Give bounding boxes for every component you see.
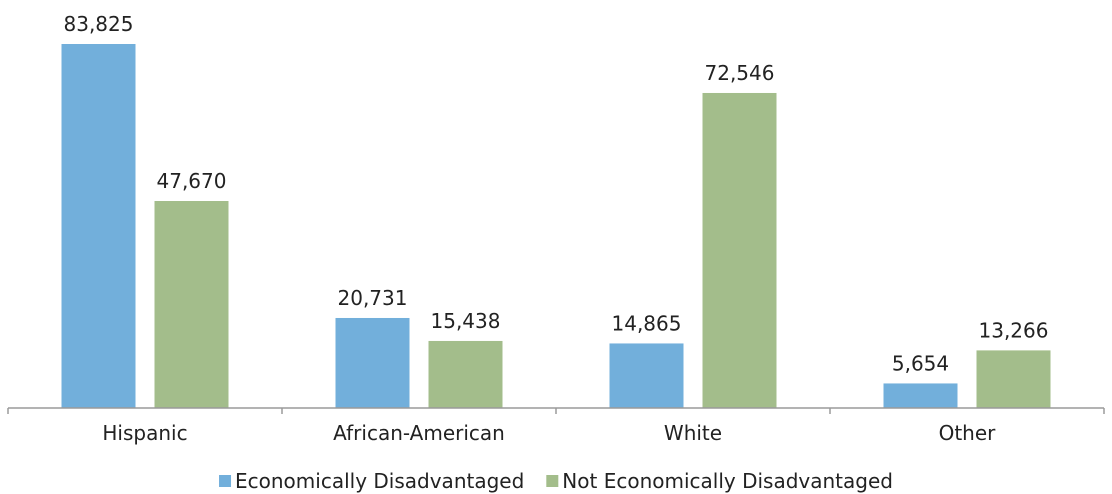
legend-label: Economically Disadvantaged [235, 469, 524, 493]
data-label: 47,670 [157, 169, 227, 193]
x-axis-tick-labels: Hispanic African-American White Other [102, 421, 996, 445]
data-label: 20,731 [338, 286, 408, 310]
x-axis-ticks [7, 408, 1105, 414]
data-label: 15,438 [431, 309, 501, 333]
data-label: 83,825 [64, 12, 134, 36]
data-label: 13,266 [979, 318, 1049, 342]
x-tick-label: Other [939, 421, 997, 445]
bar-not-econ-disadvantaged-white [702, 92, 777, 408]
bars-layer [61, 44, 1051, 408]
x-tick-label: Hispanic [102, 421, 187, 445]
x-axis: Hispanic African-American White Other [7, 407, 1105, 445]
legend-swatch [219, 475, 232, 487]
data-label: 72,546 [705, 61, 775, 85]
x-tick-label: White [664, 421, 722, 445]
data-label: 5,654 [892, 351, 949, 375]
bar-not-econ-disadvantaged-hispanic [154, 200, 229, 408]
bar-econ-disadvantaged-african-american [335, 317, 410, 408]
bar-econ-disadvantaged-hispanic [61, 44, 136, 408]
bar-not-econ-disadvantaged-other [976, 350, 1051, 408]
legend-label: Not Economically Disadvantaged [562, 469, 893, 493]
legend-swatch [546, 475, 559, 487]
bar-not-econ-disadvantaged-african-american [428, 340, 503, 408]
bar-econ-disadvantaged-white [609, 343, 684, 408]
data-labels-layer: 83,825 47,670 20,731 15,438 14,865 72,546 5,65… [64, 12, 1049, 375]
bar-econ-disadvantaged-other [883, 383, 958, 408]
x-tick-label: African-American [333, 421, 505, 445]
legend: Economically Disadvantaged Not Economical… [219, 469, 893, 493]
data-label: 14,865 [612, 311, 682, 335]
